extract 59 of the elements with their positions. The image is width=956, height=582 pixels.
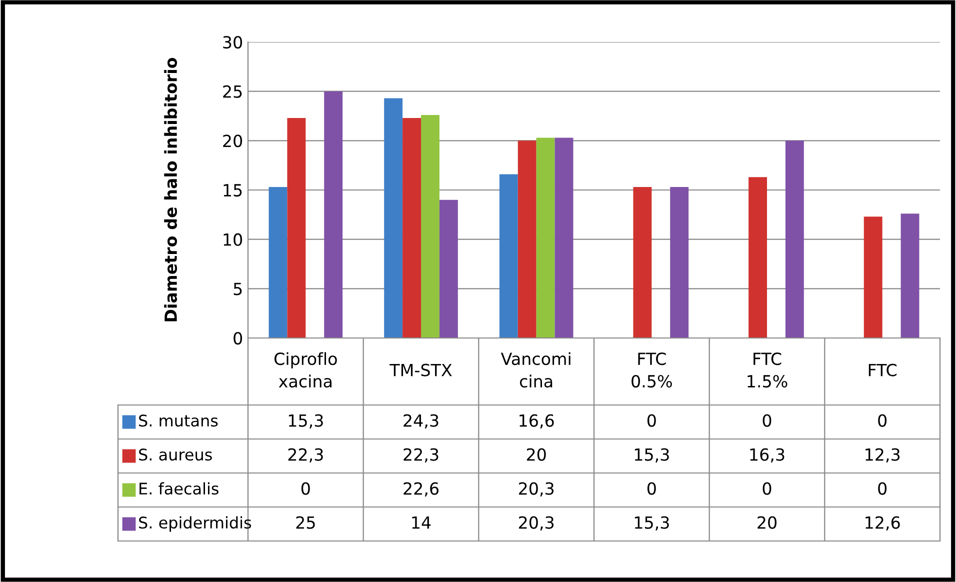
data-label: 20	[526, 448, 546, 461]
x-tick-label: Ciproflo xacina	[274, 352, 337, 388]
data-label: 24,3	[404, 414, 438, 429]
legend-label: S. mutans	[139, 414, 218, 427]
bar	[268, 187, 288, 338]
bar	[384, 98, 403, 338]
x-tick-label: FTC 1.5%	[748, 352, 788, 388]
data-label: 14	[412, 516, 431, 529]
data-label: 0	[301, 482, 310, 495]
legend-label: E. faecalis	[140, 482, 218, 495]
y-tick-label: 0	[234, 332, 242, 345]
bar	[402, 118, 421, 338]
y-tick-label: 15	[224, 184, 242, 197]
legend-label: S. aureus	[139, 448, 212, 461]
bar	[670, 187, 689, 338]
data-label: 15,3	[288, 414, 323, 429]
y-tick-label: 25	[223, 85, 242, 98]
bar	[536, 138, 555, 338]
x-tick-label: Vancomi cina	[500, 352, 570, 388]
data-label: 0	[647, 482, 656, 495]
data-label: 12,6	[866, 516, 900, 531]
data-label: 20,3	[519, 516, 554, 531]
bar	[633, 187, 652, 338]
y-tick-label: 30	[223, 36, 242, 49]
data-label: 20,3	[519, 482, 554, 497]
data-label: 0	[878, 482, 887, 495]
data-label: 0	[647, 414, 656, 427]
x-tick-label: TM-STX	[390, 364, 452, 376]
bar	[864, 216, 882, 338]
data-label: 0	[878, 414, 887, 427]
bar	[518, 140, 536, 338]
data-label: 0	[762, 414, 772, 427]
y-axis-title: Diametro de halo inhibitorio	[164, 58, 178, 322]
bar	[421, 115, 440, 338]
y-tick-label: 10	[224, 233, 242, 246]
data-label: 22,3	[288, 448, 323, 463]
bar	[287, 118, 306, 338]
bar	[324, 91, 343, 338]
bar	[439, 200, 458, 338]
y-tick-label: 20	[223, 134, 242, 148]
data-label: 22,3	[404, 448, 438, 463]
legend-label: S. epidermidis	[139, 516, 252, 532]
data-label: 12,3	[866, 448, 900, 463]
bar	[748, 177, 767, 338]
x-tick-label: FTC	[868, 364, 896, 376]
data-label: 16,3	[750, 448, 784, 463]
bar	[499, 174, 518, 338]
data-label: 16,6	[520, 414, 554, 429]
bar	[900, 214, 920, 338]
data-label: 15,3	[634, 448, 669, 463]
bar	[785, 140, 804, 338]
data-label: 22,6	[404, 482, 439, 497]
data-label: 20	[758, 516, 776, 529]
bar	[554, 138, 574, 338]
data-label: 25	[296, 516, 315, 529]
y-tick-label: 5	[234, 282, 242, 296]
data-label: 15,3	[634, 516, 669, 531]
x-tick-label: FTC 0.5%	[632, 352, 672, 388]
data-label: 0	[762, 482, 772, 495]
